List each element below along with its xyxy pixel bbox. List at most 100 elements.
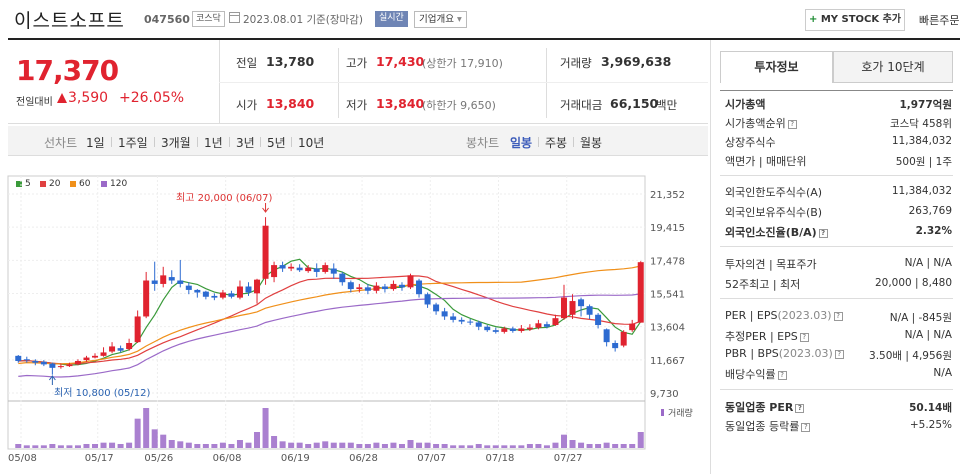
volume-bar: [509, 445, 516, 448]
volume-bar: [288, 442, 295, 448]
volume-bar: [407, 440, 414, 448]
add-my-stock-button[interactable]: + MY STOCK 추가: [805, 9, 905, 31]
period-10y[interactable]: 10년: [298, 136, 325, 150]
candle-body: [603, 329, 610, 343]
pbr-label: PBR | BPS(2023.03)?: [725, 347, 844, 360]
candle-body: [339, 273, 346, 283]
volume-bar: [49, 444, 56, 448]
help-icon[interactable]: ?: [833, 311, 843, 321]
toolbar-separator: [538, 137, 539, 147]
volume-bar: [586, 444, 593, 448]
ma120-legend[interactable]: 120: [110, 179, 128, 189]
volume-bar: [262, 408, 269, 448]
candle-body: [194, 289, 201, 293]
help-icon[interactable]: ?: [777, 370, 787, 380]
candle-body: [134, 316, 141, 343]
volume-bar: [416, 442, 423, 448]
volume-bar: [535, 444, 542, 448]
change-label: 전일대비: [16, 97, 53, 108]
sector-change-text: 동일업종 등락률: [725, 420, 800, 433]
plus-icon: +: [808, 14, 818, 25]
candle-body: [254, 279, 261, 294]
toolbar-separator: [197, 137, 198, 147]
period-5y[interactable]: 5년: [267, 136, 286, 150]
candle-monthly[interactable]: 월봉: [580, 136, 603, 150]
ma5-legend[interactable]: 5: [25, 179, 31, 189]
foreign-limit-label: 외국인한도주식수(A): [725, 186, 823, 199]
realtime-button[interactable]: 실시간: [375, 11, 408, 27]
volume-label: 거래량: [668, 407, 693, 419]
candle-body: [185, 285, 192, 290]
help-icon[interactable]: ?: [801, 422, 811, 432]
foreign-limit-value: 11,384,032: [891, 185, 952, 197]
volume-bar: [595, 444, 602, 448]
period-3m[interactable]: 3개월: [161, 136, 191, 150]
per-value: N/A | -845원: [889, 312, 952, 324]
candle-body: [15, 355, 22, 361]
candle-weekly[interactable]: 주봉: [545, 136, 568, 150]
candle-body: [543, 324, 550, 327]
candle-body: [441, 311, 448, 317]
candle-body: [100, 352, 107, 356]
header-divider: [8, 38, 960, 40]
tab-investment-info[interactable]: 투자정보: [720, 51, 833, 83]
toolbar-separator: [291, 137, 292, 147]
candle-body: [492, 330, 499, 332]
company-info-dropdown[interactable]: 기업개요 ▾: [414, 11, 467, 28]
help-icon[interactable]: ?: [795, 403, 805, 413]
candle-body: [578, 299, 585, 307]
volume-bar: [228, 444, 235, 448]
volume-bar: [381, 444, 388, 448]
period-1y[interactable]: 1년: [204, 136, 223, 150]
low-label: 저가: [346, 98, 368, 112]
volume-bar: [398, 444, 405, 448]
volume-bar: [271, 436, 278, 448]
candle-body: [279, 265, 286, 269]
volume-bar: [475, 444, 482, 448]
candle-body: [467, 321, 474, 323]
volume-bar: [339, 442, 346, 448]
ma5-legend-swatch: [16, 181, 22, 187]
help-icon[interactable]: ?: [834, 349, 844, 359]
candle-body: [458, 319, 465, 322]
candle-body: [296, 267, 303, 271]
candlestick-chart[interactable]: 21,352 19,415 17,478 15,541 13,604 11,667 9,73…: [0, 0, 708, 474]
candle-body: [629, 323, 636, 331]
help-icon[interactable]: ?: [818, 228, 828, 238]
market-cap-rank-value: 코스닥 458위: [889, 118, 952, 130]
summary-row-divider: [219, 82, 708, 83]
quick-order-link[interactable]: 빠른주문: [919, 14, 960, 27]
help-icon[interactable]: ?: [799, 332, 809, 342]
candle-body: [433, 304, 440, 312]
volume-bar: [305, 444, 312, 448]
y-tick-label: 15,541: [650, 290, 685, 301]
volume-bar: [23, 445, 30, 448]
ma20-legend[interactable]: 20: [49, 179, 61, 189]
market-cap-rank-label: 시가총액순위?: [725, 115, 797, 131]
candle-chart-label: 봉차트: [466, 136, 500, 150]
volume-bar: [467, 445, 474, 448]
period-1w[interactable]: 1주일: [118, 136, 148, 150]
toolbar-separator: [229, 137, 230, 147]
help-icon[interactable]: ?: [787, 119, 797, 129]
base-date: 2023.08.01 기준(장마감): [243, 14, 363, 26]
volume-bar: [185, 442, 192, 448]
ma60-legend-swatch: [70, 181, 76, 187]
candle-body: [271, 265, 278, 278]
volume-bar: [458, 445, 465, 448]
volume-bar: [484, 445, 491, 448]
period-3y[interactable]: 3년: [236, 136, 255, 150]
candle-body: [398, 284, 405, 288]
sector-per-text: 동일업종 PER: [725, 401, 794, 414]
tab-order-book[interactable]: 호가 10단계: [833, 51, 953, 83]
period-1d[interactable]: 1일: [86, 136, 105, 150]
pbr-value: 3.50배 | 4,956원: [869, 350, 952, 362]
candle-body: [501, 328, 508, 332]
candle-daily[interactable]: 일봉: [510, 136, 533, 150]
candle-body: [356, 287, 363, 290]
dividend-label: 배당수익률?: [725, 366, 787, 382]
investment-info-panel: [710, 40, 960, 474]
candle-body: [109, 346, 116, 352]
ma60-legend[interactable]: 60: [79, 179, 91, 189]
pbr-year: (2023.03): [778, 347, 833, 360]
